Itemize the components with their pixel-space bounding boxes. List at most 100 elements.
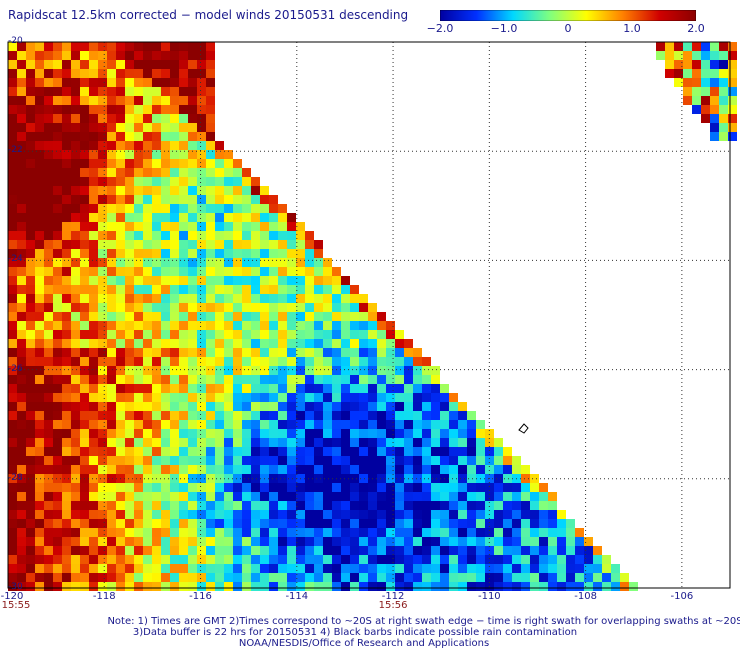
wind-cell — [233, 483, 242, 492]
wind-cell — [206, 465, 215, 474]
wind-cell — [161, 285, 170, 294]
wind-cell — [557, 528, 566, 537]
wind-cell — [368, 375, 377, 384]
wind-cell — [17, 402, 26, 411]
wind-cell — [215, 204, 224, 213]
wind-cell — [35, 159, 44, 168]
wind-cell — [278, 483, 287, 492]
wind-cell — [161, 321, 170, 330]
wind-cell — [548, 546, 557, 555]
wind-cell — [125, 132, 134, 141]
wind-cell — [683, 69, 692, 78]
wind-cell — [431, 393, 440, 402]
colorbar-tick-label: 1.0 — [623, 22, 641, 35]
wind-cell — [107, 69, 116, 78]
wind-cell — [224, 357, 233, 366]
wind-cell — [80, 78, 89, 87]
wind-cell — [62, 402, 71, 411]
wind-cell — [260, 528, 269, 537]
wind-cell — [107, 285, 116, 294]
wind-cell — [215, 384, 224, 393]
wind-cell — [278, 402, 287, 411]
wind-cell — [233, 159, 242, 168]
wind-cell — [278, 582, 287, 591]
wind-cell — [206, 150, 215, 159]
wind-cell — [107, 321, 116, 330]
wind-cell — [161, 87, 170, 96]
wind-cell — [278, 429, 287, 438]
wind-cell — [530, 474, 539, 483]
wind-cell — [116, 429, 125, 438]
wind-cell — [53, 501, 62, 510]
wind-cell — [17, 87, 26, 96]
wind-cell — [242, 456, 251, 465]
wind-cell — [179, 474, 188, 483]
wind-cell — [368, 429, 377, 438]
wind-cell — [98, 564, 107, 573]
wind-cell — [35, 483, 44, 492]
wind-cell — [413, 501, 422, 510]
wind-cell — [98, 537, 107, 546]
wind-cell — [323, 276, 332, 285]
wind-cell — [314, 501, 323, 510]
wind-cell — [134, 438, 143, 447]
wind-cell — [377, 501, 386, 510]
wind-cell — [485, 429, 494, 438]
wind-cell — [377, 402, 386, 411]
wind-cell — [170, 276, 179, 285]
wind-cell — [71, 60, 80, 69]
wind-cell — [143, 222, 152, 231]
wind-cell — [8, 114, 17, 123]
wind-cell — [62, 168, 71, 177]
wind-cell — [80, 510, 89, 519]
time-label: 15:56 — [378, 600, 408, 611]
wind-cell — [386, 582, 395, 591]
wind-cell — [44, 150, 53, 159]
wind-cell — [125, 123, 134, 132]
wind-cell — [323, 528, 332, 537]
wind-cell — [62, 411, 71, 420]
wind-cell — [44, 42, 53, 51]
wind-cell — [404, 339, 413, 348]
wind-cell — [143, 510, 152, 519]
wind-cell — [62, 240, 71, 249]
wind-cell — [125, 114, 134, 123]
wind-cell — [143, 69, 152, 78]
wind-cell — [116, 276, 125, 285]
wind-cell — [332, 564, 341, 573]
wind-cell — [143, 582, 152, 591]
wind-cell — [8, 510, 17, 519]
wind-cell — [332, 330, 341, 339]
wind-cell — [296, 483, 305, 492]
wind-cell — [467, 438, 476, 447]
wind-cell — [116, 519, 125, 528]
wind-cell — [359, 375, 368, 384]
wind-cell — [179, 537, 188, 546]
wind-cell — [17, 285, 26, 294]
wind-cell — [80, 501, 89, 510]
wind-cell — [134, 582, 143, 591]
wind-cell — [17, 438, 26, 447]
wind-cell — [170, 339, 179, 348]
wind-cell — [260, 213, 269, 222]
wind-cell — [314, 537, 323, 546]
wind-cell — [224, 582, 233, 591]
wind-cell — [134, 429, 143, 438]
wind-cell — [305, 393, 314, 402]
wind-cell — [719, 69, 728, 78]
wind-cell — [134, 69, 143, 78]
wind-cell — [53, 276, 62, 285]
wind-cell — [422, 366, 431, 375]
wind-cell — [71, 276, 80, 285]
wind-cell — [179, 528, 188, 537]
wind-cell — [404, 348, 413, 357]
wind-cell — [134, 195, 143, 204]
wind-cell — [35, 69, 44, 78]
wind-cell — [152, 60, 161, 69]
wind-cell — [188, 285, 197, 294]
wind-cell — [296, 375, 305, 384]
wind-cell — [143, 258, 152, 267]
wind-cell — [278, 447, 287, 456]
wind-cell — [548, 582, 557, 591]
wind-cell — [53, 267, 62, 276]
